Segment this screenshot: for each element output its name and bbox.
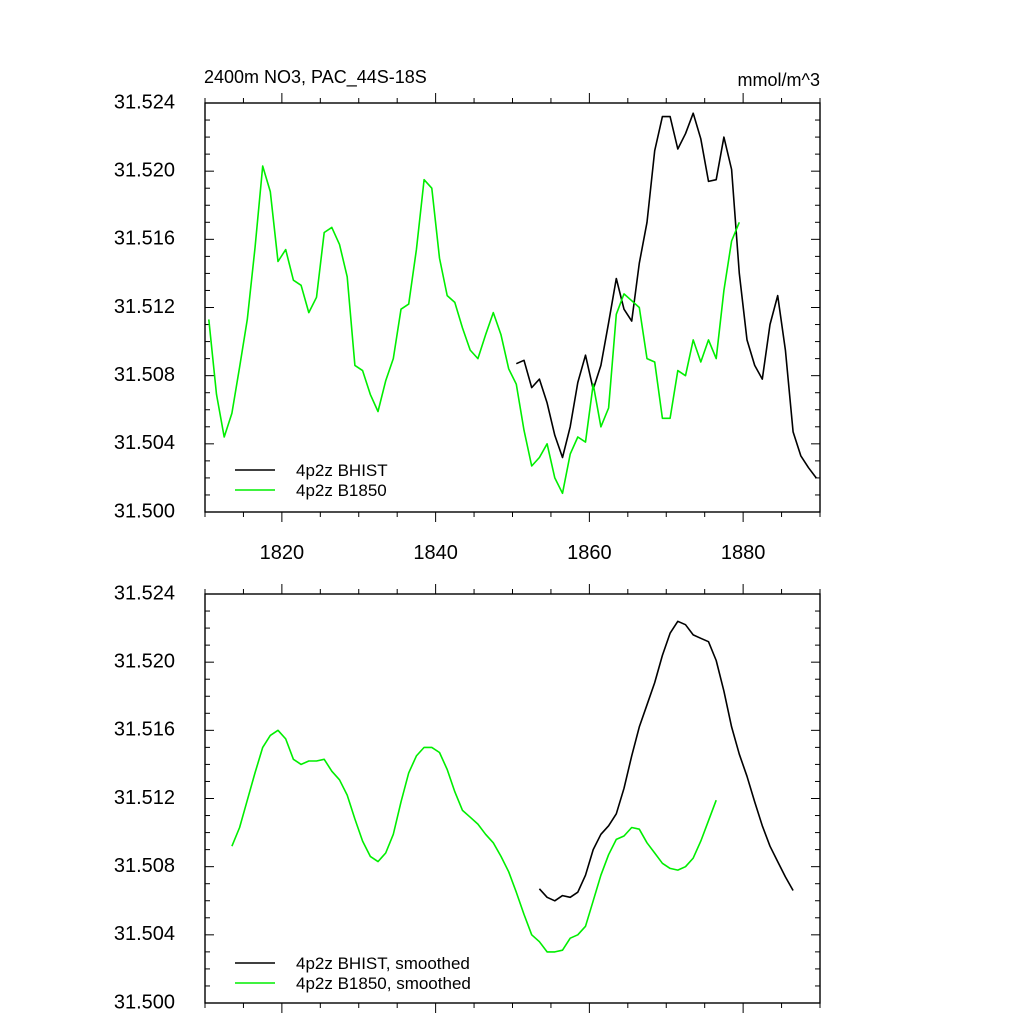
legend-label-bhist: 4p2z BHIST	[296, 461, 388, 480]
series-group-top	[208, 112, 817, 495]
legend-label-bhist-smoothed: 4p2z BHIST, smoothed	[296, 954, 470, 973]
y-tick-label: 31.512	[114, 787, 175, 809]
y-tick-label: 31.504	[114, 432, 175, 454]
series-group-bottom	[231, 620, 794, 953]
y-tick-label: 31.508	[114, 855, 175, 877]
chart-title: 2400m NO3, PAC_44S-18S	[204, 67, 427, 88]
x-tick-label: 1860	[567, 542, 612, 564]
y-tick-label: 31.520	[114, 650, 175, 672]
units-label: mmol/m^3	[738, 70, 820, 90]
y-tick-label: 31.504	[114, 923, 175, 945]
series-line-1	[231, 729, 717, 953]
legend-bottom: 4p2z BHIST, smoothed 4p2z B1850, smoothe…	[235, 954, 471, 993]
series-line-1	[208, 165, 741, 495]
series-line-0	[538, 620, 794, 902]
y-tick-label: 31.500	[114, 991, 175, 1013]
top-line-chart: 2400m NO3, PAC_44S-18S mmol/m^3 31.50031…	[114, 67, 821, 564]
legend-label-b1850-smoothed: 4p2z B1850, smoothed	[296, 974, 471, 993]
y-tick-label: 31.524	[114, 91, 175, 113]
y-tick-label: 31.508	[114, 364, 175, 386]
plot-frame-top	[204, 102, 821, 513]
y-tick-label: 31.516	[114, 228, 175, 250]
x-tick-label: 1820	[260, 542, 305, 564]
x-tick-label: 1880	[721, 542, 766, 564]
y-tick-label: 31.500	[114, 500, 175, 522]
x-tick-label: 1840	[413, 542, 458, 564]
y-tick-label: 31.516	[114, 719, 175, 741]
y-tick-label: 31.520	[114, 159, 175, 181]
series-line-0	[515, 112, 817, 479]
axis-ticks-top: 31.500 31.504 31.508 31.512 31.516 31.520 31.5…	[114, 91, 821, 564]
legend-label-b1850: 4p2z B1850	[296, 481, 387, 500]
plot-frame-bottom	[204, 593, 821, 1004]
bottom-line-chart: 31.500 31.504 31.508 31.512 31.516 31.520 31.5…	[114, 582, 821, 1013]
y-tick-label: 31.512	[114, 296, 175, 318]
legend-top: 4p2z BHIST 4p2z B1850	[235, 461, 388, 500]
y-tick-label: 31.524	[114, 582, 175, 604]
axis-ticks-bottom: 31.500 31.504 31.508 31.512 31.516 31.520 31.5…	[114, 582, 821, 1013]
